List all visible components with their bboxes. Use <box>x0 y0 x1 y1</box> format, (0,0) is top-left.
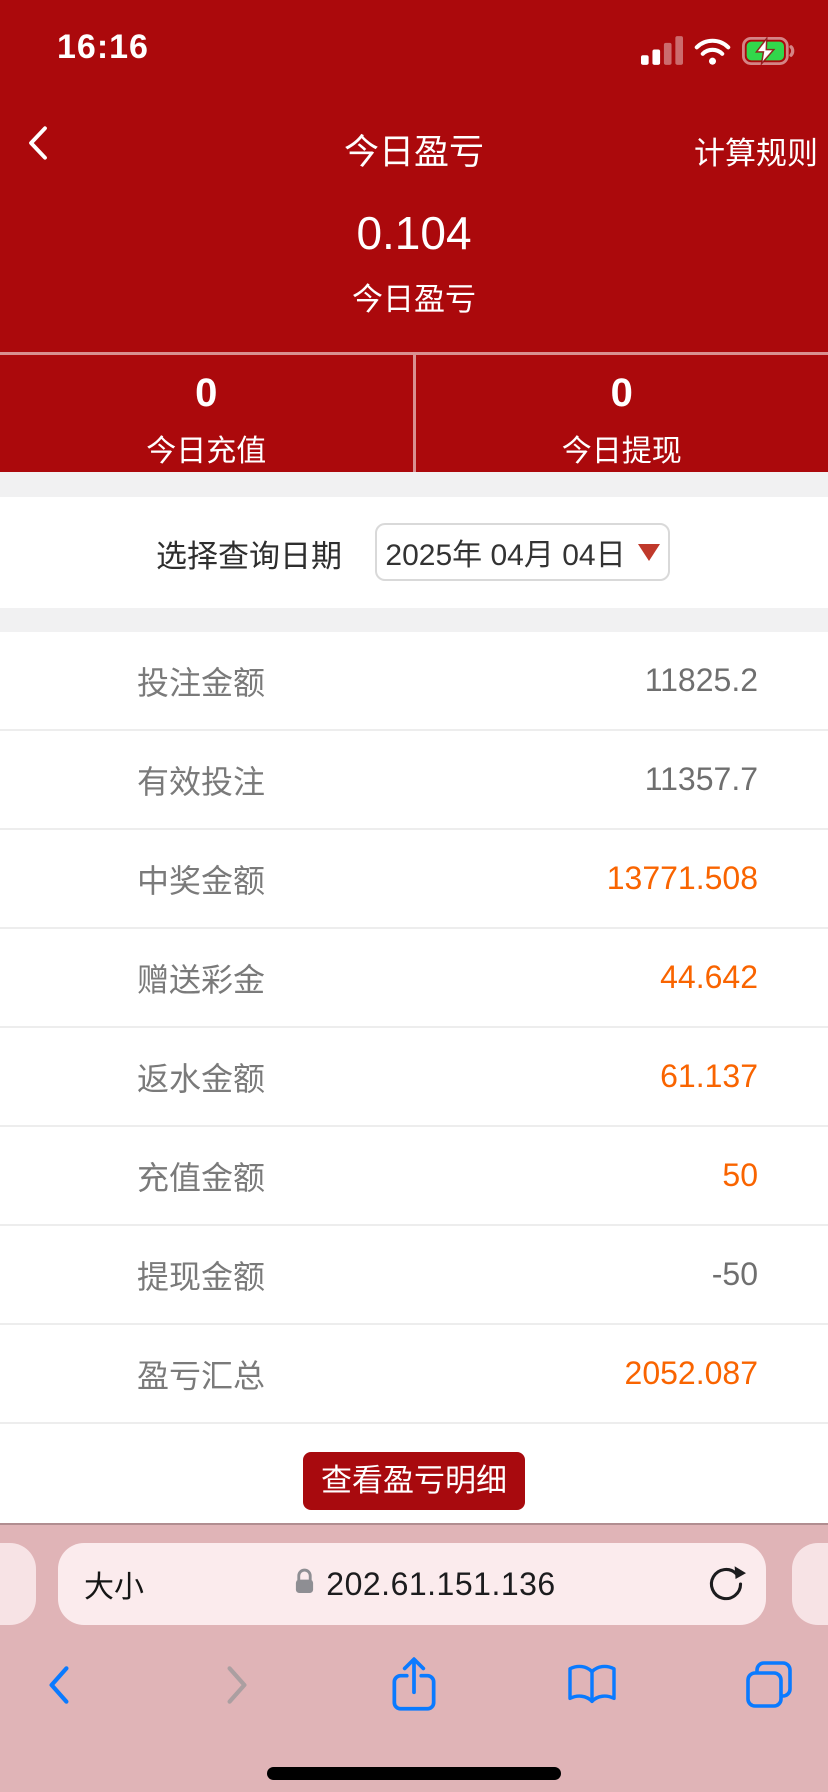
page-title: 今日盈亏 <box>343 133 484 172</box>
table-row: 有效投注 11357.7 <box>0 731 828 830</box>
date-picker-select[interactable]: 2025年 04月 04日 <box>375 523 670 581</box>
home-indicator[interactable] <box>267 1767 561 1780</box>
wifi-icon <box>694 37 731 70</box>
status-bar-time: 16:16 <box>57 28 149 66</box>
date-picker-label: 选择查询日期 <box>156 539 342 574</box>
stat-label: 今日提现 <box>561 435 682 468</box>
table-row: 中奖金额 13771.508 <box>0 830 828 929</box>
section-divider <box>0 472 828 497</box>
section-divider <box>0 608 828 632</box>
url-field[interactable]: 202.61.151.136 <box>144 1566 706 1603</box>
row-label: 赠送彩金 <box>137 961 266 998</box>
row-value: 2052.087 <box>624 1355 758 1391</box>
row-value: 61.137 <box>660 1058 758 1094</box>
status-bar-icons <box>641 35 798 70</box>
table-row: 赠送彩金 44.642 <box>0 929 828 1028</box>
amounts-table: 投注金额 11825.2 有效投注 11357.7 中奖金额 13771.508… <box>0 632 828 1424</box>
view-profit-detail-button[interactable]: 查看盈亏明细 <box>303 1452 525 1510</box>
stats-band: 0 今日充值 0 今日提现 <box>0 352 828 472</box>
row-value: 44.642 <box>660 959 758 995</box>
row-label: 盈亏汇总 <box>137 1357 266 1394</box>
table-row: 投注金额 11825.2 <box>0 632 828 731</box>
row-value: 13771.508 <box>606 860 758 896</box>
next-tab-stub[interactable] <box>792 1543 828 1625</box>
row-label: 返水金额 <box>137 1060 266 1097</box>
row-value: -50 <box>711 1256 758 1292</box>
bookmarks-icon[interactable] <box>565 1663 619 1707</box>
back-chevron-icon[interactable] <box>27 126 49 160</box>
browser-toolbar <box>0 1652 828 1718</box>
calc-rules-link[interactable]: 计算规则 <box>694 136 818 171</box>
table-row: 盈亏汇总 2052.087 <box>0 1325 828 1424</box>
lock-icon <box>294 1568 315 1600</box>
detail-button-area: 查看盈亏明细 <box>0 1424 828 1523</box>
safari-bottom-bar: 大小 202.61.151.136 <box>0 1523 828 1792</box>
battery-charging-icon <box>742 35 798 70</box>
address-bar[interactable]: 大小 202.61.151.136 <box>58 1543 766 1625</box>
browser-forward-icon[interactable] <box>210 1664 264 1706</box>
table-row: 提现金额 -50 <box>0 1226 828 1325</box>
dropdown-arrow-icon <box>637 543 660 561</box>
date-picker-value: 2025年 04月 04日 <box>385 539 626 572</box>
reload-icon[interactable] <box>706 1564 746 1604</box>
url-text: 202.61.151.136 <box>326 1565 556 1602</box>
date-picker-row: 选择查询日期 2025年 04月 04日 <box>0 497 828 608</box>
row-value: 50 <box>722 1157 758 1193</box>
stat-withdraw-today: 0 今日提现 <box>416 355 828 472</box>
stat-deposit-today: 0 今日充值 <box>0 355 416 472</box>
todays-profit-label: 今日盈亏 <box>352 282 476 317</box>
share-icon[interactable] <box>387 1655 441 1715</box>
row-label: 投注金额 <box>137 664 266 701</box>
stat-value: 0 <box>195 371 218 415</box>
row-label: 有效投注 <box>137 763 266 800</box>
tabs-icon[interactable] <box>742 1660 796 1710</box>
todays-profit-value: 0.104 <box>356 207 472 259</box>
row-label: 中奖金额 <box>137 862 266 899</box>
table-row: 返水金额 61.137 <box>0 1028 828 1127</box>
cellular-signal-icon <box>641 36 683 70</box>
page-header: 16:16 <box>0 0 828 472</box>
stat-value: 0 <box>610 371 633 415</box>
stat-label: 今日充值 <box>146 435 267 468</box>
browser-back-icon[interactable] <box>32 1664 86 1706</box>
nav-bar: 今日盈亏 计算规则 <box>0 118 828 172</box>
row-value: 11825.2 <box>644 662 758 698</box>
text-size-button[interactable]: 大小 <box>84 1571 144 1604</box>
row-label: 充值金额 <box>137 1159 266 1196</box>
row-label: 提现金额 <box>137 1258 266 1295</box>
previous-tab-stub[interactable] <box>0 1543 36 1625</box>
table-row: 充值金额 50 <box>0 1127 828 1226</box>
row-value: 11357.7 <box>644 761 758 797</box>
